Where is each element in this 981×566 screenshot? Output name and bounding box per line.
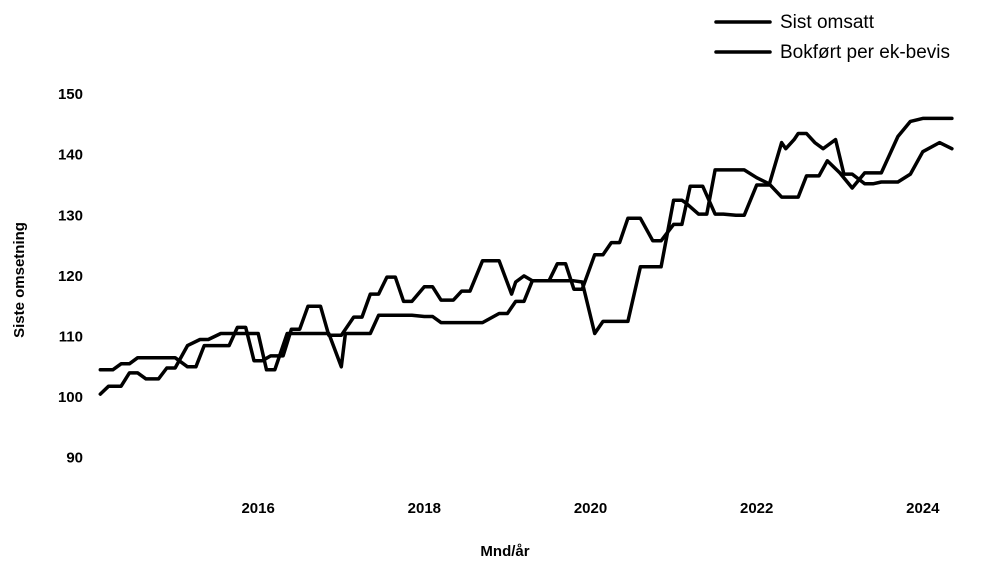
x-tick-label: 2020 xyxy=(574,500,607,517)
x-axis-ticks: 2016 2018 2020 2022 2024 xyxy=(241,500,940,517)
x-tick-label: 2016 xyxy=(241,500,274,517)
y-tick-label: 120 xyxy=(58,268,83,285)
legend-label-sist-omsatt: Sist omsatt xyxy=(780,12,875,33)
series-line-1 xyxy=(98,131,954,372)
series-lines xyxy=(98,116,954,396)
x-tick-label: 2024 xyxy=(906,500,940,517)
y-tick-label: 130 xyxy=(58,207,83,224)
y-axis-ticks: 90 100 110 120 130 140 150 xyxy=(58,86,83,467)
y-tick-label: 140 xyxy=(58,147,83,164)
y-tick-label: 110 xyxy=(59,329,83,346)
y-tick-label: 90 xyxy=(66,450,83,467)
x-axis-title: Mnd/år xyxy=(480,543,529,560)
legend: Sist omsatt Bokført per ek-bevis xyxy=(714,12,950,63)
legend-label-bokfort: Bokført per ek-bevis xyxy=(780,42,950,63)
series-line-2 xyxy=(98,116,954,396)
x-tick-label: 2018 xyxy=(408,500,441,517)
y-tick-label: 150 xyxy=(58,86,83,103)
x-tick-label: 2022 xyxy=(740,500,773,517)
y-axis-title: Siste omsetning xyxy=(11,222,28,338)
y-tick-label: 100 xyxy=(58,389,83,406)
